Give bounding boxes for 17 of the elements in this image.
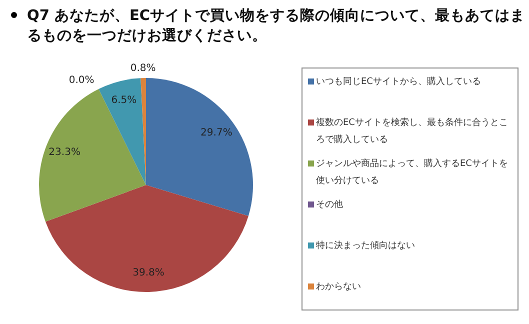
pie-slice [98,78,146,185]
legend-label: ジャンルや商品によって、購入するECサイトを使い分けている [316,158,508,186]
pie-slice [146,78,253,216]
pie-slice [39,89,146,222]
legend-label: その他 [316,199,343,210]
data-label: 39.8% [132,267,164,278]
legend-label: 複数のECサイトを検索し、最も条件に合うところで購入している [316,117,508,146]
legend-label: いつも同じECサイトから、購入している [316,76,481,88]
data-label: 23.3% [48,147,80,158]
data-label: 29.7% [200,127,232,138]
chart-title: Q7 あなたが、ECサイトで買い物をする際の傾向について、最もあてはまるものを一つだけお選びください。 [27,7,526,44]
data-label: 0.8% [130,62,156,74]
text: 0.0% [68,74,94,86]
data-label: 6.5% [111,94,137,106]
legend-label: わからない [316,282,361,292]
pie-slice [45,185,248,292]
legend-label: 特に決まった傾向はない [316,240,415,252]
